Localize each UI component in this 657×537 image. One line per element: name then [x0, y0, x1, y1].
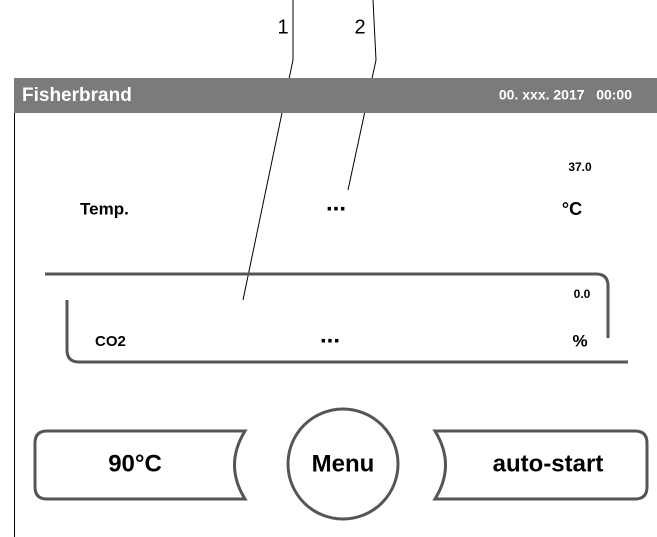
separator	[65, 300, 628, 364]
callout-label: 1	[277, 16, 288, 38]
callout-label: 2	[354, 16, 365, 38]
button-shape[interactable]	[286, 407, 400, 521]
header-bar	[14, 78, 657, 113]
button-shape[interactable]	[432, 429, 649, 501]
button-shape[interactable]	[33, 429, 248, 501]
row-label: CO2	[95, 333, 126, 350]
button-label[interactable]: Menu	[312, 450, 375, 477]
row-value: ...	[326, 189, 346, 216]
row-setpoint: 0.0	[574, 287, 591, 301]
button-auto-start[interactable]: auto-start	[432, 429, 649, 501]
button-label[interactable]: auto-start	[493, 450, 604, 477]
button-label[interactable]: 90°C	[108, 450, 162, 477]
row-setpoint: 37.0	[568, 160, 592, 174]
callout-line	[347, 0, 377, 191]
row-label: Temp.	[80, 199, 129, 218]
button-90c[interactable]: 90°C	[33, 429, 248, 501]
row-value: ...	[320, 321, 340, 348]
row-unit: %	[572, 331, 587, 350]
separator	[45, 272, 610, 338]
row-unit: °C	[562, 199, 582, 219]
header-title: Fisherbrand	[22, 85, 132, 106]
button-menu[interactable]: Menu	[286, 407, 400, 521]
callout-line	[242, 0, 294, 301]
header-datetime: 00. xxx. 2017 00:00	[499, 87, 632, 103]
